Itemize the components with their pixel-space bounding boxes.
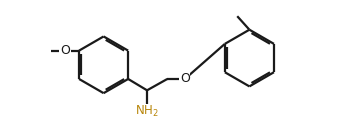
- Text: O: O: [60, 44, 70, 57]
- Text: O: O: [180, 72, 190, 85]
- Text: NH$_2$: NH$_2$: [135, 104, 159, 119]
